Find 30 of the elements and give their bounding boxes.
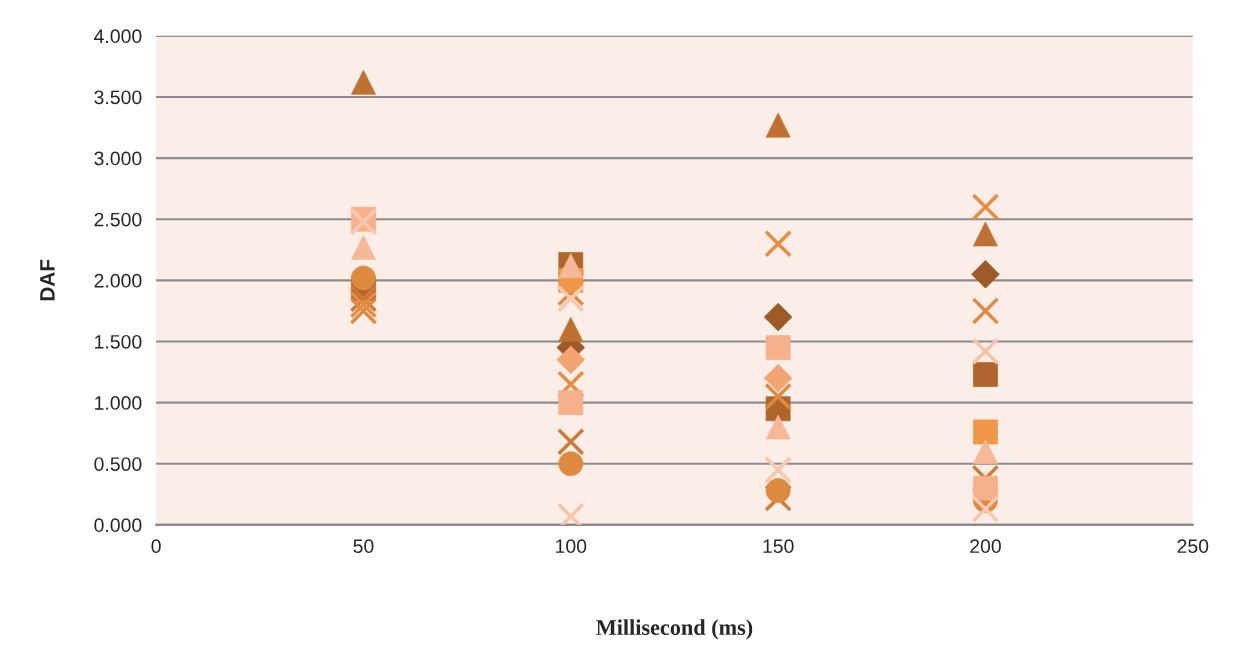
- y-tick-label: 0.000: [94, 518, 142, 533]
- x-tick-label: 250: [1177, 539, 1209, 554]
- y-tick-label: 3.000: [94, 151, 142, 166]
- x-tick-label: 50: [353, 539, 374, 554]
- x-tick-label: 100: [556, 539, 587, 554]
- point: [558, 390, 584, 415]
- x-tick-label: 150: [763, 539, 794, 554]
- point: [971, 495, 1000, 523]
- point: [971, 337, 1000, 366]
- point: [763, 302, 793, 332]
- point: [349, 291, 378, 319]
- point: [765, 414, 791, 440]
- point: [557, 427, 585, 456]
- point: [557, 284, 585, 313]
- x-tick-label: 0: [151, 539, 161, 554]
- y-tick-label: 4.000: [94, 29, 142, 44]
- y-tick-label: 2.000: [94, 273, 142, 288]
- x-axis-title: Millisecond (ms): [596, 619, 753, 640]
- y-tick-label: 0.500: [94, 457, 142, 471]
- point: [764, 382, 792, 411]
- point: [764, 229, 792, 258]
- point: [971, 297, 1000, 325]
- y-tick-label: 2.500: [94, 212, 142, 227]
- point: [349, 297, 378, 325]
- y-tick-label: 1.000: [95, 396, 142, 410]
- point: [971, 193, 1000, 221]
- y-axis-title: DAF: [40, 259, 55, 301]
- y-tick-label: 1.500: [95, 334, 142, 349]
- y-tick-label: 3.500: [94, 90, 142, 105]
- x-tick-label: 200: [970, 539, 1001, 554]
